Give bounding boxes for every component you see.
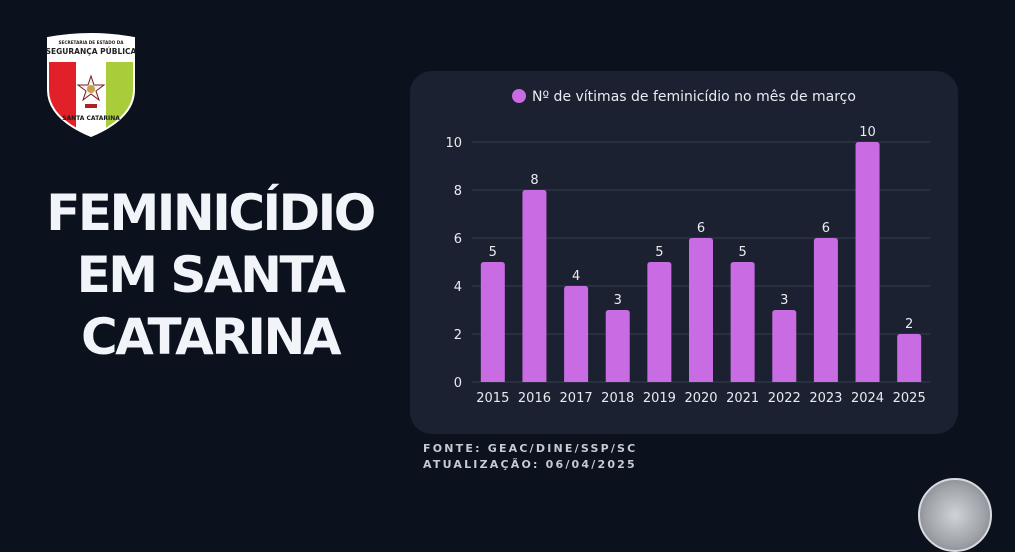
data-label: 5 bbox=[489, 245, 497, 260]
bar-chart: 0 2 4 6 8 10 5 2015 8 2016 4 2017 3 2018 5 2019 6 2020 5 20… bbox=[445, 125, 930, 406]
data-label: 5 bbox=[655, 245, 663, 260]
logo-bottom-text: SANTA CATARINA bbox=[62, 115, 120, 122]
x-tick-label: 2022 bbox=[768, 391, 801, 406]
x-tick-label: 2023 bbox=[809, 391, 842, 406]
x-tick-label: 2018 bbox=[601, 391, 634, 406]
y-tick-label: 2 bbox=[454, 328, 462, 343]
updated-text: ATUALIZAÇÃO: 06/04/2025 bbox=[423, 458, 637, 471]
headline-line: CATARINA bbox=[80, 308, 342, 366]
bar bbox=[772, 310, 797, 382]
data-label: 6 bbox=[822, 221, 830, 236]
chart-card: Nº de vítimas de feminicídio no mês de m… bbox=[410, 71, 958, 434]
legend-swatch-icon bbox=[512, 89, 527, 103]
data-label: 4 bbox=[572, 269, 580, 284]
logo-top-large-text: SEGURANÇA PÚBLICA bbox=[46, 47, 137, 56]
ssp-sc-logo: SECRETARIA DE ESTADO DA SEGURANÇA PÚBLIC… bbox=[46, 33, 137, 138]
bar bbox=[730, 262, 755, 382]
x-tick-label: 2016 bbox=[518, 391, 551, 406]
y-tick-label: 6 bbox=[454, 232, 462, 247]
headline-line: EM SANTA bbox=[76, 246, 346, 304]
chart-legend[interactable]: Nº de vítimas de feminicídio no mês de m… bbox=[410, 89, 958, 105]
data-label: 2 bbox=[905, 317, 913, 332]
y-tick-label: 8 bbox=[454, 184, 462, 199]
y-tick-label: 0 bbox=[454, 376, 462, 391]
footer: FONTE: GEAC/DINE/SSP/SC ATUALIZAÇÃO: 06/… bbox=[423, 441, 637, 473]
x-tick-label: 2024 bbox=[851, 391, 884, 406]
y-tick-label: 10 bbox=[445, 136, 462, 151]
source-text: FONTE: GEAC/DINE/SSP/SC bbox=[423, 442, 638, 455]
legend-label: Nº de vítimas de feminicídio no mês de m… bbox=[532, 89, 856, 105]
state-seal-icon bbox=[918, 478, 992, 552]
logo-top-small-text: SECRETARIA DE ESTADO DA bbox=[59, 40, 125, 45]
data-label: 6 bbox=[697, 221, 705, 236]
coat-of-arms-icon bbox=[76, 74, 106, 108]
bar bbox=[480, 262, 505, 382]
x-tick-label: 2017 bbox=[560, 391, 593, 406]
headline: FEMINICÍDIO EM SANTA CATARINA bbox=[20, 182, 400, 368]
x-tick-label: 2019 bbox=[643, 391, 676, 406]
data-label: 10 bbox=[859, 125, 876, 140]
bar bbox=[605, 310, 630, 382]
bar bbox=[813, 238, 838, 382]
bar bbox=[689, 238, 713, 382]
data-label: 8 bbox=[530, 173, 538, 188]
bar bbox=[564, 286, 589, 382]
x-tick-label: 2015 bbox=[476, 391, 509, 406]
data-label: 5 bbox=[738, 245, 746, 260]
x-tick-label: 2020 bbox=[684, 391, 717, 406]
data-label: 3 bbox=[780, 293, 788, 308]
y-tick-label: 4 bbox=[454, 280, 462, 295]
bar bbox=[855, 142, 880, 382]
bar bbox=[897, 334, 922, 382]
bar bbox=[647, 262, 672, 382]
x-tick-label: 2025 bbox=[893, 391, 926, 406]
bar bbox=[522, 190, 547, 382]
data-label: 3 bbox=[614, 293, 622, 308]
x-tick-label: 2021 bbox=[726, 391, 759, 406]
headline-line: FEMINICÍDIO bbox=[46, 184, 376, 242]
